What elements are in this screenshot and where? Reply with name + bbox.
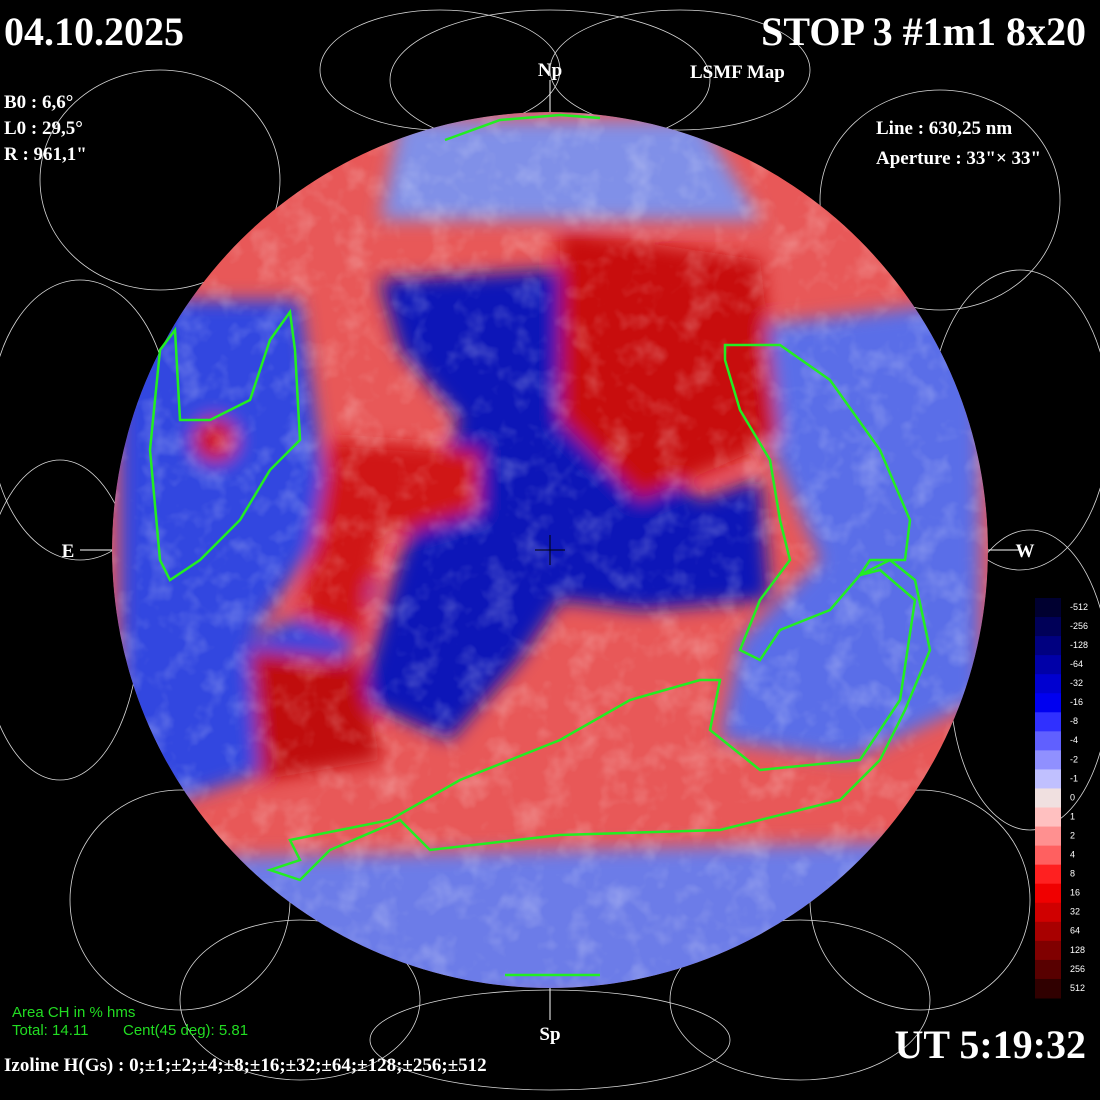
- colorbar-label: -512: [1070, 602, 1088, 612]
- colorbar-label: 256: [1070, 964, 1085, 974]
- colorbar-label: 32: [1070, 907, 1080, 917]
- param: L0 : 29,5°: [4, 118, 83, 139]
- colorbar-label: 0: [1070, 792, 1075, 802]
- colorbar-swatch: [1035, 598, 1061, 618]
- colorbar-swatch: [1035, 788, 1061, 809]
- param: Aperture : 33"× 33": [876, 148, 1041, 169]
- colorbar-swatch: [1035, 617, 1061, 637]
- colorbar-label: -2: [1070, 754, 1078, 764]
- colorbar-label: 512: [1070, 983, 1085, 993]
- title: STOP 3 #1m1 8x20: [761, 9, 1086, 54]
- colorbar-swatch: [1035, 826, 1061, 847]
- colorbar-swatch: [1035, 655, 1061, 675]
- colorbar-swatch: [1035, 845, 1061, 866]
- param: Line : 630,25 nm: [876, 118, 1012, 139]
- colorbar-label: -16: [1070, 697, 1083, 707]
- east-label: E: [62, 541, 75, 562]
- colorbar-swatch: [1035, 693, 1061, 713]
- colorbar-swatch: [1035, 712, 1061, 732]
- south-label: Sp: [539, 1024, 560, 1045]
- ut-time: UT 5:19:32: [895, 1022, 1086, 1067]
- isolines: Izoline H(Gs) : 0;±1;±2;±4;±8;±16;±32;±6…: [4, 1055, 487, 1076]
- colorbar-label: 8: [1070, 869, 1075, 879]
- colorbar-swatch: [1035, 674, 1061, 694]
- center-cross: [535, 535, 565, 565]
- colorbar-label: 4: [1070, 850, 1075, 860]
- colorbar-label: 1: [1070, 811, 1075, 821]
- west-label: W: [1016, 541, 1035, 562]
- param: B0 : 6,6°: [4, 92, 73, 113]
- colorbar-label: -1: [1070, 773, 1078, 783]
- colorbar-label: -4: [1070, 735, 1078, 745]
- colorbar-label: -8: [1070, 716, 1078, 726]
- north-label: Np: [538, 60, 562, 81]
- colorbar-swatch: [1035, 807, 1061, 828]
- colorbar-label: -32: [1070, 678, 1083, 688]
- colorbar-swatch: [1035, 883, 1061, 904]
- axes: [80, 80, 1020, 1020]
- param: R : 961,1": [4, 144, 87, 165]
- colorbar-label: -256: [1070, 621, 1088, 631]
- colorbar-label: 128: [1070, 945, 1085, 955]
- colorbar-swatch: [1035, 959, 1061, 980]
- colorbar-swatch: [1035, 921, 1061, 942]
- area-total: Total: 14.11: [12, 1022, 88, 1039]
- colorbar-swatch: [1035, 940, 1061, 961]
- colorbar-label: 16: [1070, 888, 1080, 898]
- colorbar-label: 64: [1070, 926, 1080, 936]
- colorbar-swatch: [1035, 978, 1061, 999]
- colorbar-swatch: [1035, 864, 1061, 885]
- colorbar: -512 -256 -128 -64 -32 -16 -8 -4 -2 -1 0 1 2 4 8 16 32 64…: [1035, 598, 1088, 999]
- colorbar-label: -64: [1070, 659, 1083, 669]
- date: 04.10.2025: [4, 9, 184, 54]
- area-cent: Cent(45 deg): 5.81: [123, 1022, 248, 1039]
- colorbar-label: 2: [1070, 830, 1075, 840]
- subtitle: LSMF Map: [690, 62, 785, 83]
- colorbar-swatch: [1035, 750, 1061, 770]
- colorbar-swatch: [1035, 731, 1061, 751]
- colorbar-label: -128: [1070, 640, 1088, 650]
- area-title: Area CH in % hms: [12, 1004, 135, 1021]
- colorbar-swatch: [1035, 769, 1061, 789]
- colorbar-swatch: [1035, 902, 1061, 923]
- coronal-hole-contours: [148, 113, 932, 977]
- colorbar-swatch: [1035, 636, 1061, 656]
